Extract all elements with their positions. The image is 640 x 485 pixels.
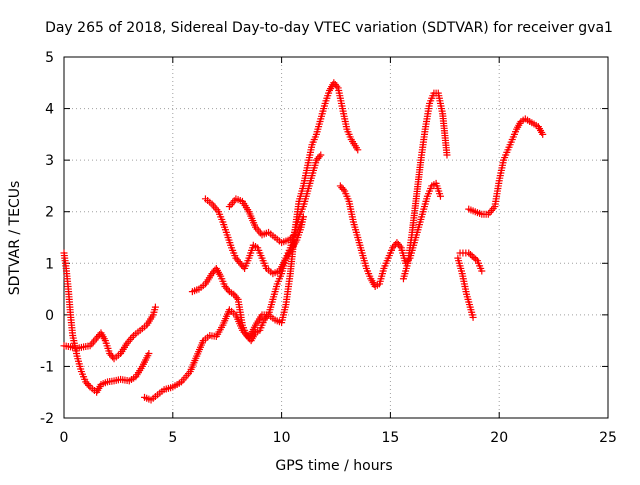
y-tick-label: -2 [40,411,54,427]
y-tick-label: 0 [45,308,54,324]
series-arc-1 [60,249,153,396]
plot-frame [63,56,609,419]
data-point-fill [396,242,404,250]
data-point [317,151,325,159]
x-tick-label: 0 [60,430,69,446]
y-tick-label: 2 [45,205,54,221]
data-point-fill [466,251,474,259]
data-point [469,313,477,321]
series-arc-3 [141,79,362,404]
y-tick-label: 1 [45,256,54,272]
series-arc-9 [454,254,477,321]
x-tick-labels: 0 5 10 15 20 25 [60,430,617,446]
series-arc-10 [456,249,486,275]
x-tick-label: 5 [168,430,177,446]
y-tick-label: 3 [45,153,54,169]
series-arc-5 [201,195,307,278]
data-point-fill [291,230,299,238]
data-point [354,146,362,154]
x-tick-label: 15 [381,430,399,446]
tick-layer [63,56,609,419]
y-axis-label: SDTVAR / TECUs [7,181,23,296]
series-arc-2 [60,303,159,363]
x-tick-label: 20 [490,430,508,446]
chart-title: Day 265 of 2018, Sidereal Day-to-day VTE… [45,20,613,36]
x-tick-label: 10 [273,430,291,446]
y-tick-label: 5 [45,50,54,66]
data-point-fill [315,153,323,161]
data-point-fill [224,286,232,294]
data-point-fill [263,313,271,321]
data-point [299,213,307,221]
data-point-fill [470,254,478,262]
series-arc-8 [399,89,451,283]
data-point-fill [233,294,241,302]
data-point [145,350,153,358]
x-tick-label: 25 [599,430,617,446]
data-point [443,151,451,159]
data-marks [60,79,547,404]
data-point-fill [85,381,93,389]
data-point [478,267,486,275]
y-tick-labels: -2 -1 0 1 2 3 4 5 [40,50,54,427]
grid-layer [64,57,608,418]
data-point [151,303,159,311]
data-point [539,130,547,138]
series-arc-11 [465,115,547,218]
data-point-fill [468,252,476,260]
data-point-fill [333,82,341,90]
data-point [436,192,444,200]
y-tick-label: 4 [45,102,54,118]
data-point-fill [339,185,347,193]
x-axis-label: GPS time / hours [275,458,392,474]
y-tick-label: -1 [40,359,54,375]
series-arc-6 [225,195,307,247]
